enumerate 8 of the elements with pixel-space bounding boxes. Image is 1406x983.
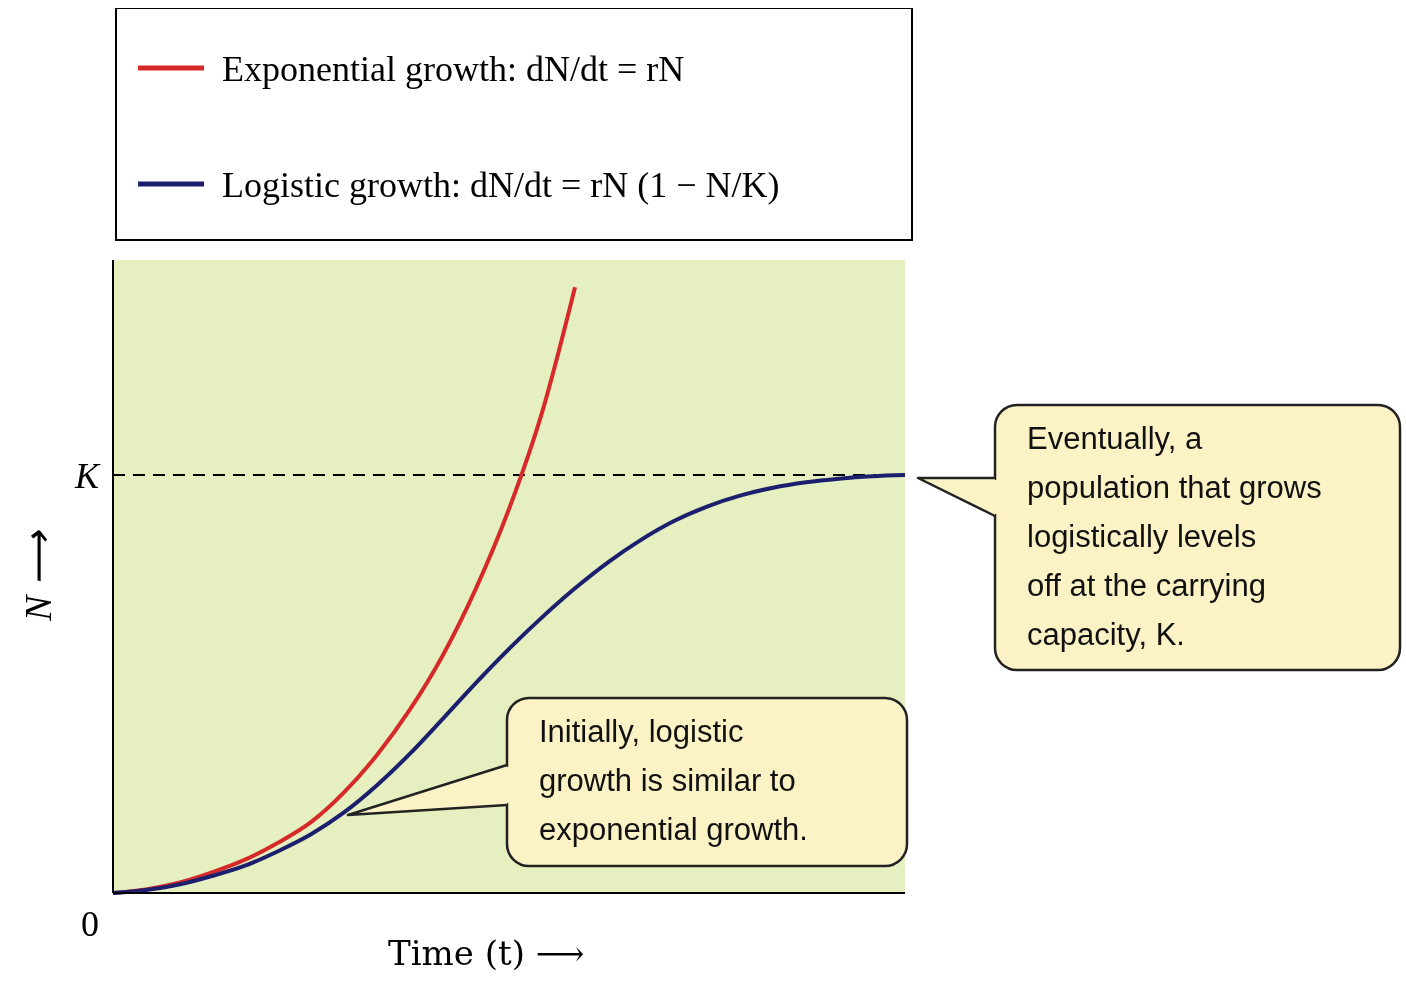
legend-label: Exponential growth: dN/dt = rN (222, 48, 685, 89)
annotation: Initially, logistic growth is similar to exponential growth. (539, 714, 808, 847)
x-axis-title: Time (t) ⟶ (388, 933, 585, 973)
text: 0 (81, 903, 99, 944)
text: Eventually, a population that grows logistically levels off at the carrying capacity, K. (1027, 421, 1322, 652)
y-axis-title: N ⟶ (17, 530, 59, 622)
legend-label: Logistic growth: dN/dt = rN (1 − N/K) (222, 164, 780, 205)
ref-line-label: K (73, 455, 101, 496)
